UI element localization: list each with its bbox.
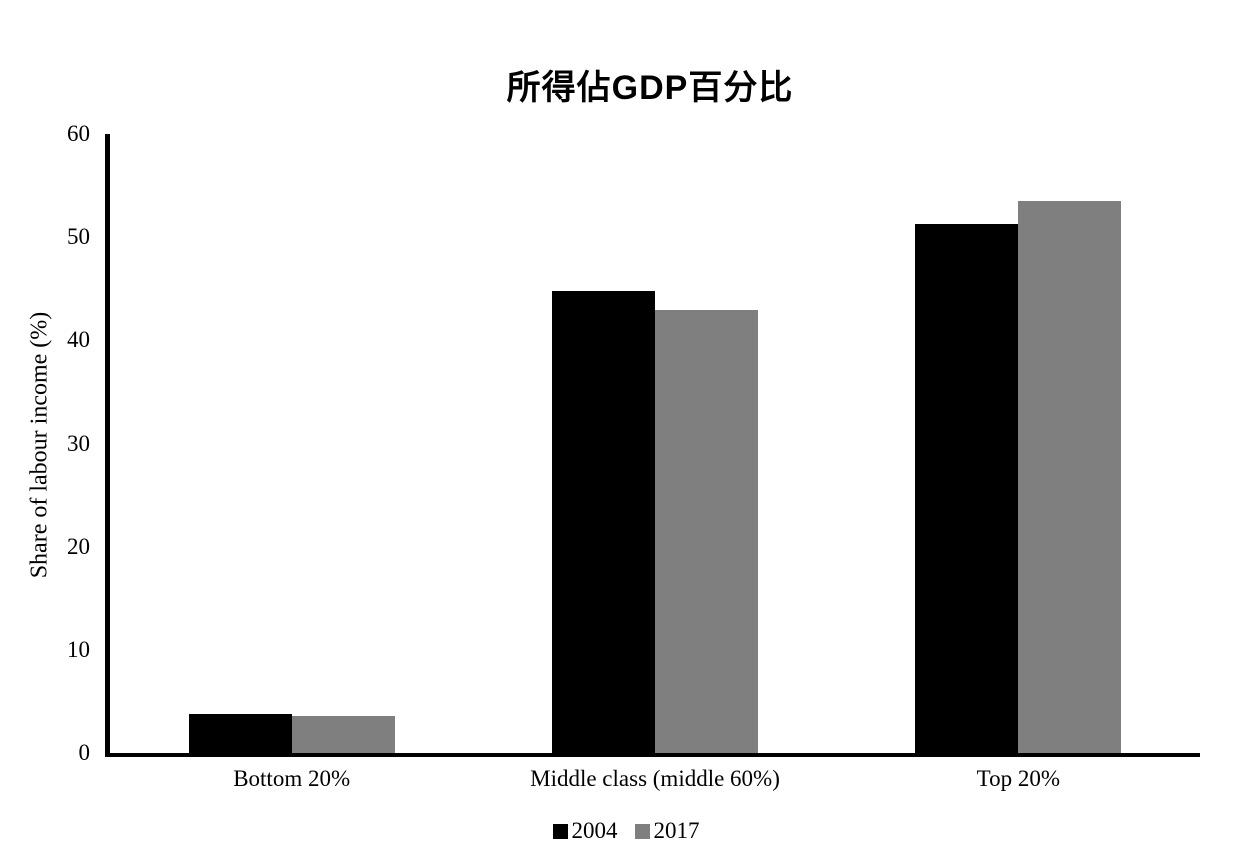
bar-2004-category-2 (915, 223, 1019, 753)
legend-swatch-icon (552, 823, 568, 839)
legend-item-2004: 2004 (552, 818, 618, 844)
plot-area (105, 134, 1200, 757)
bar-2017-category-1 (655, 310, 758, 753)
legend-item-2017: 2017 (634, 818, 700, 844)
y-tick-label: 0 (78, 740, 91, 765)
x-tick-label: Top 20% (976, 766, 1061, 791)
legend: 2004 2017 (0, 818, 1252, 844)
chart-title: 所得佔GDP百分比 (506, 69, 794, 107)
y-tick-label: 60 (67, 121, 90, 146)
y-tick-label: 40 (67, 327, 90, 353)
bar-2004-category-1 (552, 290, 655, 753)
y-tick-label: 30 (67, 430, 90, 456)
bar-2017-category-0 (291, 715, 395, 753)
y-tick-label: 50 (67, 224, 90, 250)
bar-2017-category-2 (1018, 201, 1122, 753)
bar-2004-category-0 (188, 713, 292, 753)
x-tick-label: Bottom 20% (233, 766, 351, 791)
legend-label: 2017 (653, 818, 700, 843)
y-tick-label: 10 (67, 636, 90, 662)
y-tick-label: 20 (67, 533, 90, 559)
x-tick-label: Middle class (middle 60%) (530, 766, 780, 791)
legend-label: 2004 (571, 818, 618, 843)
legend-swatch-icon (634, 823, 650, 839)
